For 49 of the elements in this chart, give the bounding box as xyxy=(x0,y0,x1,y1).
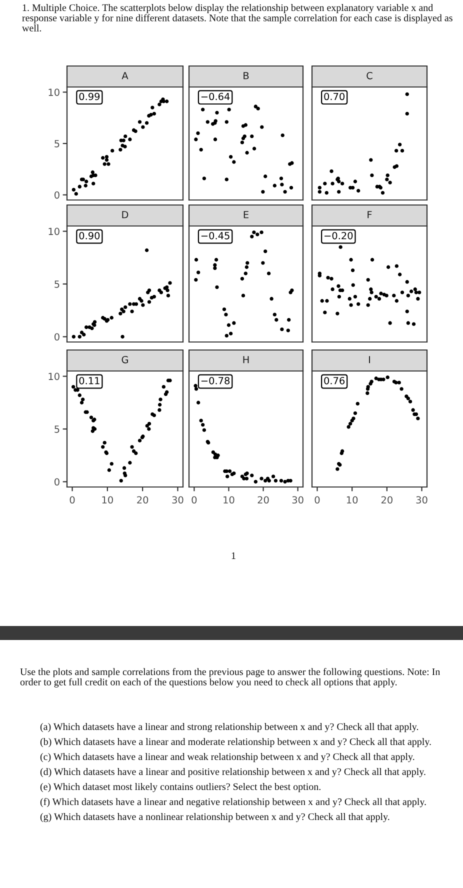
x-tick-label: 20 xyxy=(258,496,269,504)
text: (c) Which datasets have a linear and weak relationship between x and y? Check all that apply. xyxy=(40,753,414,762)
y-tick-label: 10 xyxy=(48,228,60,236)
text: (d) Which datasets have a linear and positive relationship between x and y? Check all that apply. xyxy=(40,768,426,778)
y-tick-label: 0 xyxy=(54,191,60,199)
chart-title: E xyxy=(244,211,248,218)
y-tick-label: 10 xyxy=(48,88,60,96)
annotation: 0.11 xyxy=(79,376,100,384)
y-tick-label: 0 xyxy=(54,333,60,341)
chart-title: H xyxy=(243,356,249,364)
y-tick-label: 0 xyxy=(54,478,60,486)
annotation: 0.90 xyxy=(79,232,100,240)
x-tick-label: 30 xyxy=(292,496,304,504)
x-tick-label: 20 xyxy=(137,496,148,504)
text: (g) Which datasets have a nonlinear relationship between x and y? Check all that apply. xyxy=(40,813,390,822)
text: (b) Which datasets have a linear and moderate relationship between x and y? Check all that apply. xyxy=(40,738,431,748)
x-tick-label: 0 xyxy=(314,496,320,504)
chart-title: A xyxy=(122,72,128,80)
chart-title: D xyxy=(122,211,128,218)
annotation: 0.76 xyxy=(324,376,345,384)
annotation: −0.45 xyxy=(201,232,230,240)
text: (e) Which dataset most likely contains outliers? Select the best option. xyxy=(40,783,320,792)
y-tick-label: 5 xyxy=(54,280,60,288)
x-tick-label: 30 xyxy=(172,496,184,504)
text: Use the plots and sample correlations from the previous page to answer the following questions. Note: In order to get full credit on each of the questions below you need to check all options that apply. xyxy=(20,668,440,688)
x-tick-label: 10 xyxy=(346,496,358,504)
y-tick-label: 5 xyxy=(54,140,60,148)
y-tick-label: 5 xyxy=(54,426,60,433)
text: (a) Which datasets have a linear and strong relationship between x and y? Check all that apply. xyxy=(40,723,418,732)
annotation: 0.99 xyxy=(79,92,100,100)
annotation: −0.20 xyxy=(324,232,353,240)
x-tick-label: 10 xyxy=(224,496,234,504)
x-tick-label: 20 xyxy=(381,496,392,504)
x-tick-label: 0 xyxy=(192,496,197,504)
y-tick-label: 10 xyxy=(48,372,60,380)
chart-title: C xyxy=(366,72,372,80)
chart-title: B xyxy=(244,72,249,80)
annotation: 0.70 xyxy=(324,92,344,100)
chart-title: G xyxy=(122,356,128,364)
x-tick-label: 30 xyxy=(416,496,428,504)
text: 1. Multiple Choice. The scatterplots below display the relationship between explanatory variable x and response variable y for nine different datasets. Note that the sample correlation for each case is displayed as well. xyxy=(22,4,452,32)
chart-title: I xyxy=(369,356,370,364)
annotation: −0.78 xyxy=(201,376,230,384)
text: 1 xyxy=(232,552,236,559)
text: (f) Which datasets have a linear and negative relationship between x and y? Check all that apply. xyxy=(40,798,426,808)
x-tick-label: 10 xyxy=(102,496,113,504)
annotation: −0.64 xyxy=(201,92,230,100)
chart-title: F xyxy=(368,211,372,218)
x-tick-label: 0 xyxy=(70,496,75,504)
